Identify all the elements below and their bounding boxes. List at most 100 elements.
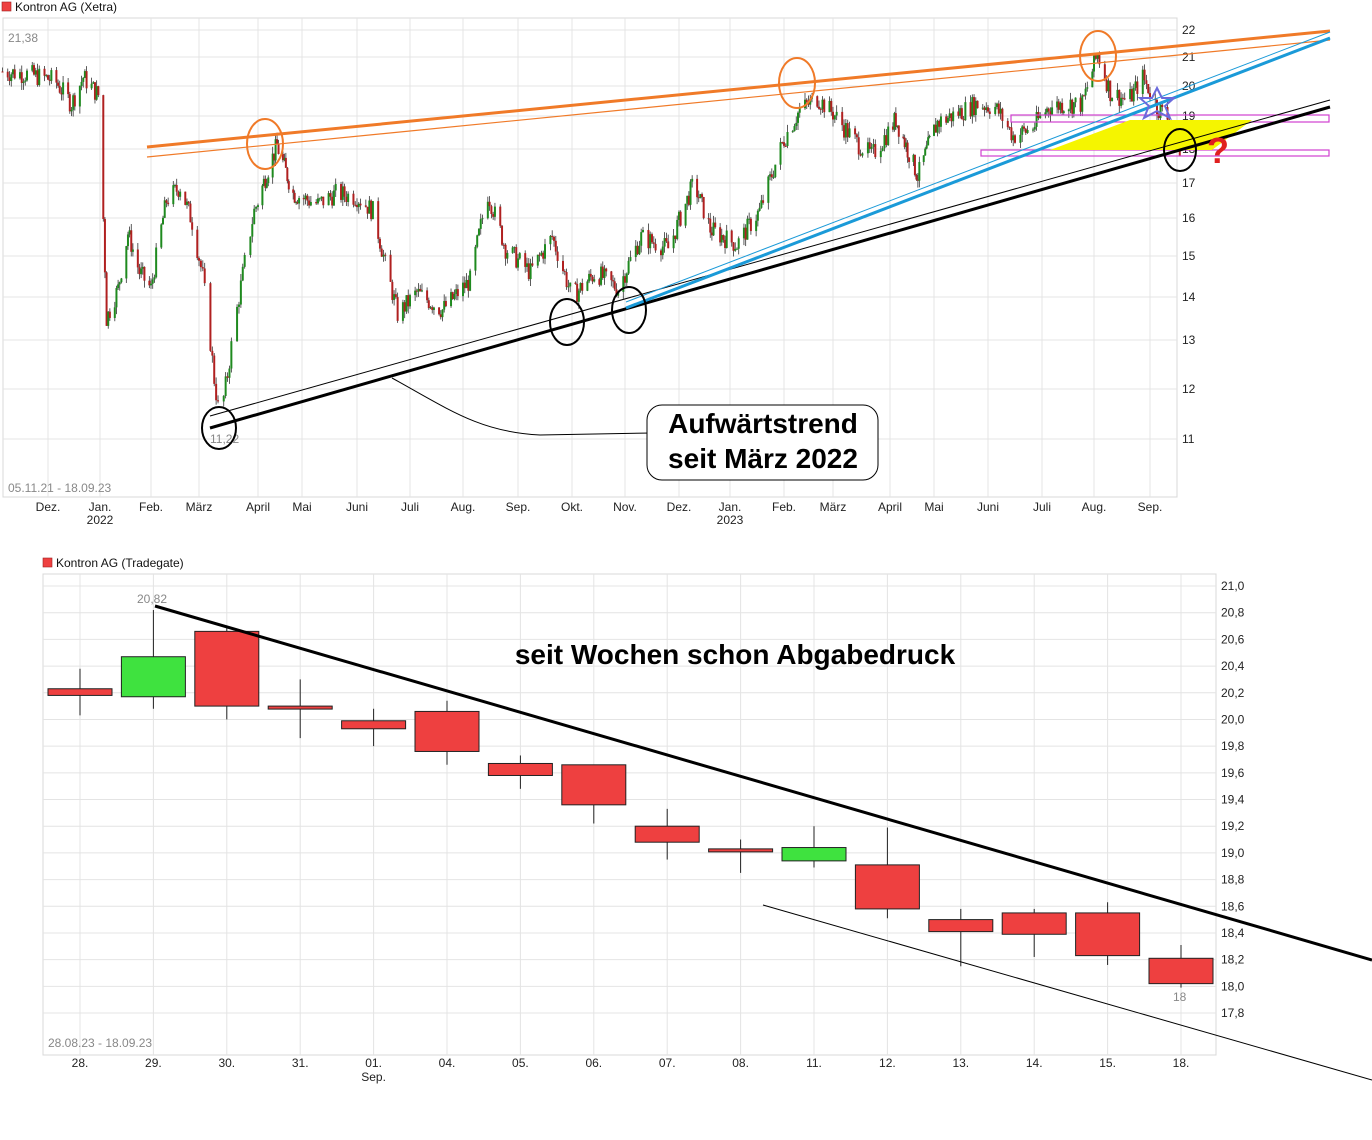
bottom-y-tick-label: 20,8: [1221, 606, 1245, 620]
top-candle-body: [1001, 108, 1004, 121]
top-candle-body: [758, 207, 761, 211]
top-candle-body: [925, 145, 928, 149]
top-x-tick-label: Juli: [401, 500, 419, 514]
top-candle-body: [357, 203, 360, 208]
top-candle-body: [887, 126, 890, 146]
top-candle-body: [67, 82, 70, 95]
annotation-connector: [391, 377, 653, 436]
top-candle-body: [663, 238, 666, 247]
top-candle-body: [1149, 93, 1151, 99]
top-candle-body: [791, 131, 794, 133]
top-candle-body: [960, 108, 963, 120]
bottom-x-tick-label: 14.: [1026, 1056, 1043, 1070]
top-candle-body: [848, 128, 851, 138]
top-candle-body: [687, 195, 690, 205]
bottom-y-tick-label: 19,0: [1221, 846, 1245, 860]
top-candle-body: [1107, 80, 1110, 92]
top-candle-body: [610, 271, 613, 281]
top-candle-body: [781, 142, 784, 144]
top-candle-body: [529, 263, 532, 280]
bottom-x-tick-label: 04.: [439, 1056, 456, 1070]
top-candle-body: [748, 218, 751, 220]
top-candle-body: [162, 217, 164, 225]
bottom-x-tick-label: 07.: [659, 1056, 676, 1070]
top-x-tick-label: März: [186, 500, 213, 514]
top-candle-body: [591, 276, 594, 282]
top-candle-body: [309, 201, 312, 206]
top-candle-body: [732, 242, 735, 251]
top-candle-body: [854, 128, 857, 135]
top-candle-body: [209, 283, 212, 351]
top-candle-body: [10, 74, 13, 82]
top-candle-body: [952, 111, 955, 122]
top-candle-body: [419, 288, 422, 292]
top-candle-body: [276, 139, 279, 145]
top-candle-body: [948, 113, 951, 118]
top-candle-body: [82, 77, 85, 82]
top-candle-body: [366, 206, 369, 214]
top-x-tick-label: Juni: [346, 500, 368, 514]
bottom-candle-body: [47, 688, 113, 696]
top-candle-body: [665, 238, 668, 242]
top-candle-body: [322, 196, 325, 206]
top-candle-body: [588, 273, 591, 282]
bottom-y-tick-label: 18,6: [1221, 899, 1245, 913]
top-x-tick-label: Feb.: [772, 500, 796, 514]
top-candle-body: [490, 206, 493, 214]
top-candle-body: [474, 246, 477, 271]
top-candle-body: [257, 205, 259, 207]
top-candle-body: [78, 85, 81, 107]
top-candle-body: [329, 193, 332, 197]
top-candle-body: [1145, 80, 1148, 84]
top-candle-body: [772, 176, 775, 178]
top-candle-body: [304, 195, 307, 200]
top-candle-body: [908, 157, 911, 162]
top-plot-frame: [2, 17, 1178, 498]
top-candle-body: [767, 176, 770, 203]
bottom-y-tick-label: 19,6: [1221, 766, 1245, 780]
top-candle-body: [934, 124, 937, 133]
top-candle-body: [554, 240, 557, 252]
top-candle-body: [950, 113, 953, 122]
top-candle-body: [493, 206, 496, 217]
top-candle-body: [627, 260, 630, 274]
top-candle-body: [1136, 81, 1139, 94]
top-candle-body: [891, 126, 894, 130]
top-candle-body: [918, 161, 921, 181]
top-candle-body: [562, 260, 564, 272]
bottom-chart: Kontron AG (Tradegate) 17,818,018,218,41…: [42, 556, 1372, 1084]
top-candle-body: [647, 229, 650, 249]
top-candle-body: [199, 260, 202, 268]
top-candle-body: [1014, 135, 1016, 143]
downtrend-line: [154, 604, 1372, 962]
top-candle-body: [130, 230, 133, 252]
top-candle-body: [531, 263, 534, 266]
top-candle-body: [1116, 89, 1119, 99]
top-candle-body: [22, 81, 25, 83]
top-candle-body: [724, 239, 727, 249]
top-candle-body: [444, 300, 447, 307]
top-x-tick-label: Mai: [924, 500, 943, 514]
uptrend-annotation-box: [646, 404, 879, 481]
top-candle-body: [107, 311, 110, 326]
top-high-label: 21,38: [8, 31, 38, 45]
top-candle-body: [563, 271, 566, 273]
top-y-tick-label: 19: [1182, 109, 1196, 123]
top-candle-body: [994, 106, 997, 114]
top-candle-body: [352, 193, 355, 205]
top-candle-body: [660, 250, 662, 256]
top-chart: Kontron AG (Xetra) 111213141516171819202…: [1, 0, 1331, 527]
top-candle-body: [755, 220, 758, 232]
top-candle-body: [262, 178, 265, 186]
top-candle-body: [515, 247, 518, 268]
top-candle-body: [43, 68, 46, 76]
top-candle-body: [420, 290, 423, 292]
top-candle-body: [1143, 69, 1146, 81]
top-candle-body: [652, 242, 655, 244]
top-candle-body: [897, 125, 900, 137]
top-x-tick-label: Dez.: [36, 500, 61, 514]
top-candle-body: [504, 244, 507, 259]
top-candle-body: [308, 200, 311, 206]
